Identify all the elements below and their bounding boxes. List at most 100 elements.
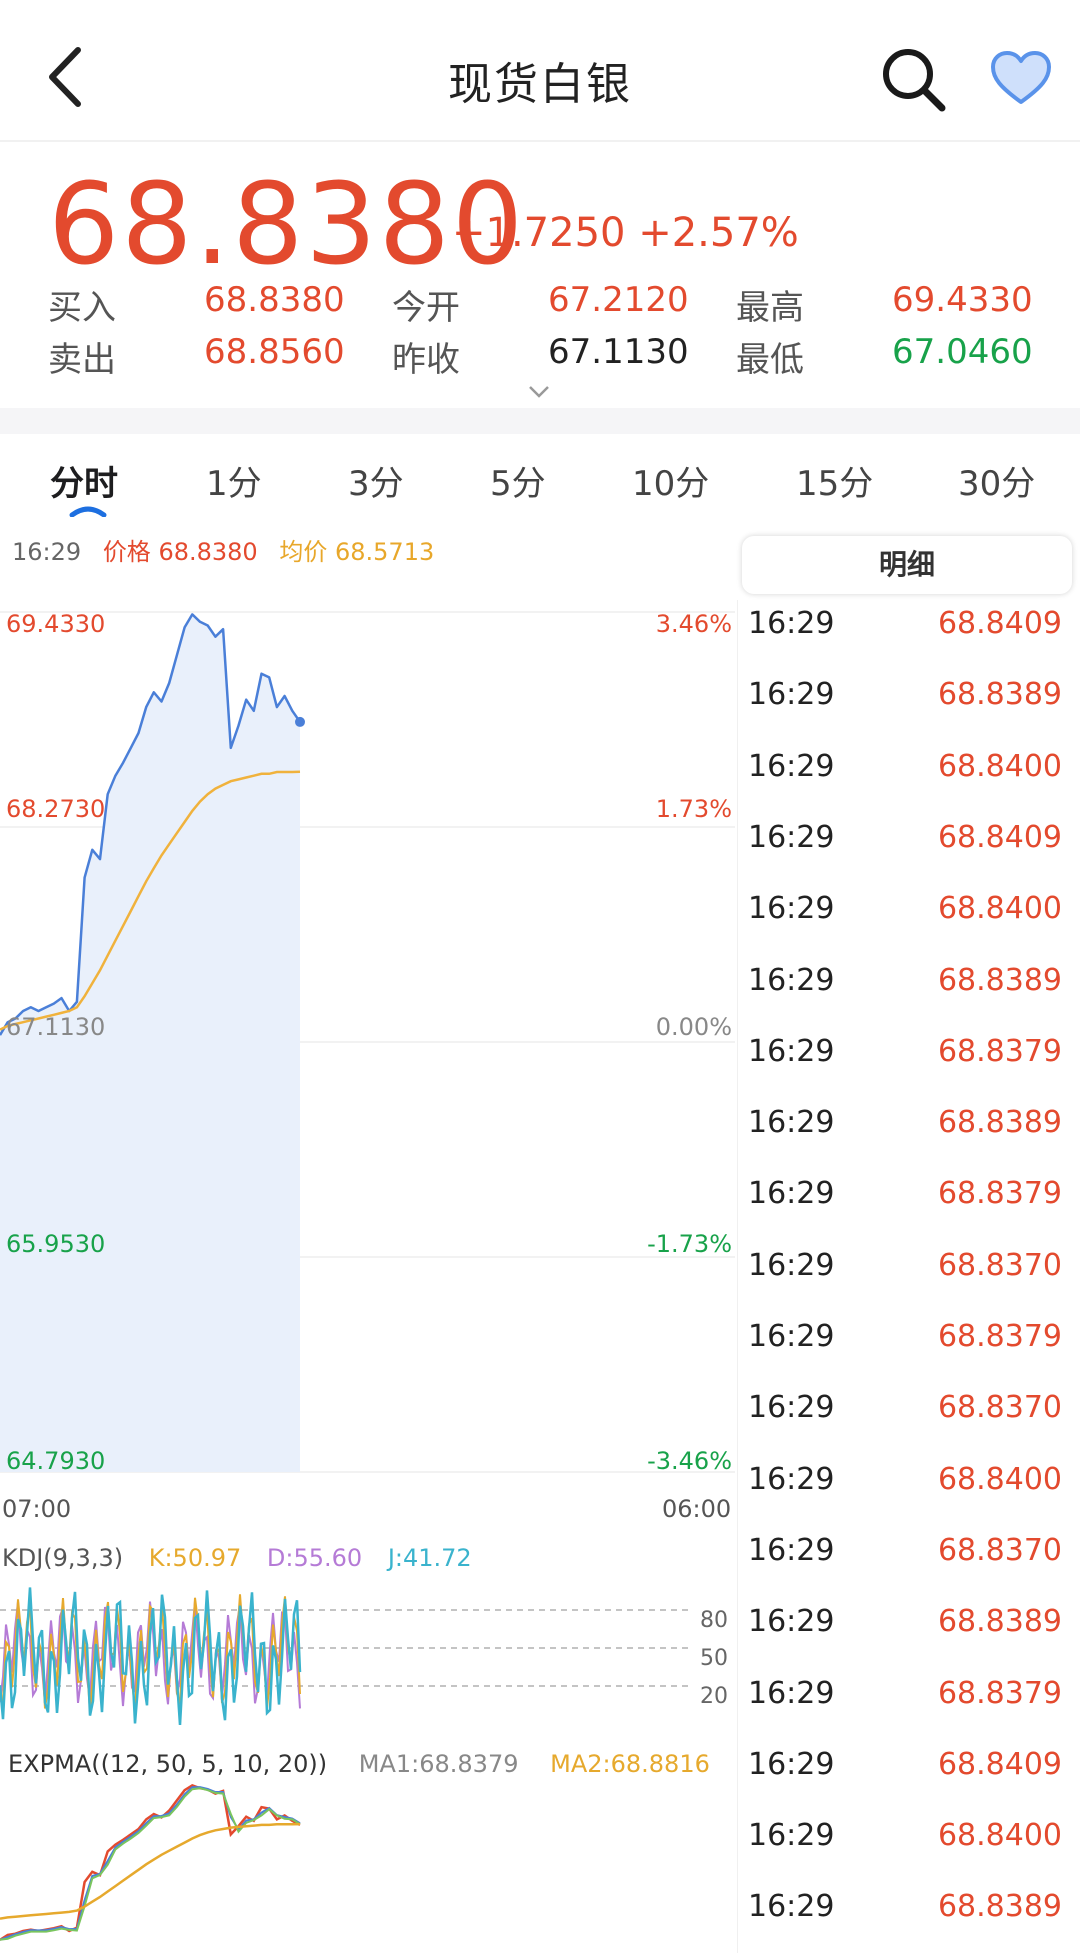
- detail-row-price: 68.8370: [937, 1390, 1062, 1426]
- detail-row-price: 68.8370: [937, 1247, 1062, 1283]
- detail-row-time: 16:29: [748, 1746, 835, 1782]
- y-label-right: -3.46%: [647, 1447, 732, 1475]
- x-label-end: 06:00: [662, 1495, 732, 1523]
- chart-legend: 16:29 价格 68.8380 均价 68.5713: [12, 532, 434, 567]
- detail-row-price: 68.8409: [937, 819, 1062, 855]
- detail-row-time: 16:29: [748, 819, 835, 855]
- price-area-fill: [0, 614, 300, 1472]
- y-label-right: 0.00%: [655, 1013, 732, 1041]
- kdj-k: K:50.97: [148, 1544, 242, 1572]
- active-tab-indicator: [68, 502, 108, 518]
- low-label: 最低: [736, 340, 804, 380]
- detail-row-price: 68.8400: [937, 1461, 1062, 1497]
- kdj-level: 80: [700, 1608, 728, 1633]
- detail-row-time: 16:29: [748, 1889, 835, 1925]
- x-label-start: 07:00: [2, 1495, 72, 1523]
- tab-1min[interactable]: 1分: [206, 464, 262, 504]
- avg-price-line: [0, 770, 301, 1031]
- intraday-chart[interactable]: [0, 600, 735, 1480]
- detail-row-price: 68.8379: [937, 1033, 1062, 1069]
- detail-row-time: 16:29: [748, 1675, 835, 1711]
- detail-row-price: 68.8389: [937, 1889, 1062, 1925]
- search-button[interactable]: [878, 44, 948, 114]
- detail-row-price: 68.8379: [937, 1176, 1062, 1212]
- y-label-right: 3.46%: [655, 610, 732, 638]
- expand-quote-button[interactable]: [528, 384, 550, 398]
- chevron-down-icon: [529, 386, 549, 398]
- sell-label: 卖出: [48, 340, 116, 380]
- open-label: 今开: [392, 288, 460, 328]
- expma-legend: EXPMA((12, 50, 5, 10, 20)) MA1:68.8379 M…: [8, 1750, 736, 1778]
- y-label-left: 64.7930: [6, 1447, 106, 1475]
- detail-row-time: 16:29: [748, 891, 835, 927]
- detail-tab[interactable]: 明细: [742, 536, 1072, 594]
- legend-time: 16:29: [12, 538, 82, 566]
- high-value: 69.4330: [892, 280, 1033, 320]
- detail-row-price: 68.8389: [937, 962, 1062, 998]
- heart-icon: [991, 51, 1051, 104]
- last-price-dot: [295, 716, 305, 727]
- legend-avg-value: 68.5713: [334, 538, 435, 566]
- detail-row-time: 16:29: [748, 1532, 835, 1568]
- expma-chart: [0, 1784, 301, 1941]
- buy-value: 68.8380: [204, 280, 345, 320]
- kdj-chart: [0, 1587, 690, 1725]
- expma-ma1: MA1:68.8379: [358, 1750, 519, 1778]
- current-price: 68.8380: [48, 160, 526, 290]
- detail-row-time: 16:29: [748, 1105, 835, 1141]
- detail-row-time: 16:29: [748, 1461, 835, 1497]
- detail-row-price: 68.8409: [937, 606, 1062, 641]
- detail-row-time: 16:29: [748, 677, 835, 713]
- kdj-legend: KDJ(9,3,3) K:50.97 D:55.60 J:41.72: [2, 1544, 472, 1572]
- low-value: 67.0460: [892, 332, 1033, 372]
- detail-row-time: 16:29: [748, 1818, 835, 1854]
- panel-divider: [737, 600, 738, 1953]
- high-label: 最高: [736, 288, 804, 328]
- prev-close-label: 昨收: [392, 340, 460, 380]
- detail-row-time: 16:29: [748, 1033, 835, 1069]
- tab-3min[interactable]: 3分: [348, 464, 404, 504]
- detail-row-time: 16:29: [748, 1319, 835, 1354]
- detail-row-time: 16:29: [748, 1176, 835, 1212]
- chevron-left-icon: [49, 47, 81, 107]
- open-value: 67.2120: [548, 280, 689, 320]
- detail-row-price: 68.8400: [937, 1818, 1062, 1854]
- legend-price-label: 价格: [102, 538, 151, 566]
- detail-row-price: 68.8389: [937, 677, 1062, 713]
- expma-label: EXPMA((12, 50, 5, 10, 20)): [8, 1750, 328, 1778]
- detail-row-price: 68.8400: [937, 748, 1062, 784]
- detail-row-time: 16:29: [748, 748, 835, 784]
- y-label-right: 1.73%: [655, 795, 732, 823]
- detail-row-price: 68.8400: [937, 891, 1062, 927]
- detail-row-price: 68.8389: [937, 1604, 1062, 1640]
- price-line: [0, 613, 302, 1036]
- prev-close-value: 67.1130: [548, 332, 689, 372]
- page-title: 现货白银: [448, 59, 632, 110]
- tab-5min[interactable]: 5分: [490, 464, 546, 504]
- y-label-left: 67.1130: [6, 1013, 106, 1041]
- detail-row-price: 68.8389: [937, 1105, 1062, 1141]
- tab-30min[interactable]: 30分: [958, 464, 1036, 504]
- kdj-label: KDJ(9,3,3): [2, 1544, 124, 1572]
- kdj-level: 20: [700, 1684, 728, 1709]
- back-button[interactable]: [40, 42, 100, 112]
- expma-line-3: [0, 1787, 301, 1941]
- kdj-level: 50: [700, 1646, 728, 1671]
- detail-row-time: 16:29: [748, 1247, 835, 1283]
- tab-15min[interactable]: 15分: [796, 464, 874, 504]
- sell-value: 68.8560: [204, 332, 345, 372]
- detail-row-time: 16:29: [748, 606, 835, 641]
- tab-10min[interactable]: 10分: [632, 464, 710, 504]
- search-icon: [883, 49, 946, 112]
- favorite-button[interactable]: [990, 50, 1052, 106]
- top-bar: 现货白银: [0, 0, 1080, 142]
- tab-intraday[interactable]: 分时: [50, 464, 118, 504]
- change-percent: +2.57%: [638, 210, 799, 256]
- expma-line-2: [0, 1786, 301, 1941]
- kdj-d: D:55.60: [266, 1544, 363, 1572]
- price-change: +1.7250 +2.57%: [452, 210, 799, 256]
- expma-ma2: MA2:68.8816: [550, 1750, 710, 1778]
- expma-line-4: [0, 1822, 301, 1920]
- detail-row-time: 16:29: [748, 962, 835, 998]
- y-label-left: 69.4330: [6, 610, 106, 638]
